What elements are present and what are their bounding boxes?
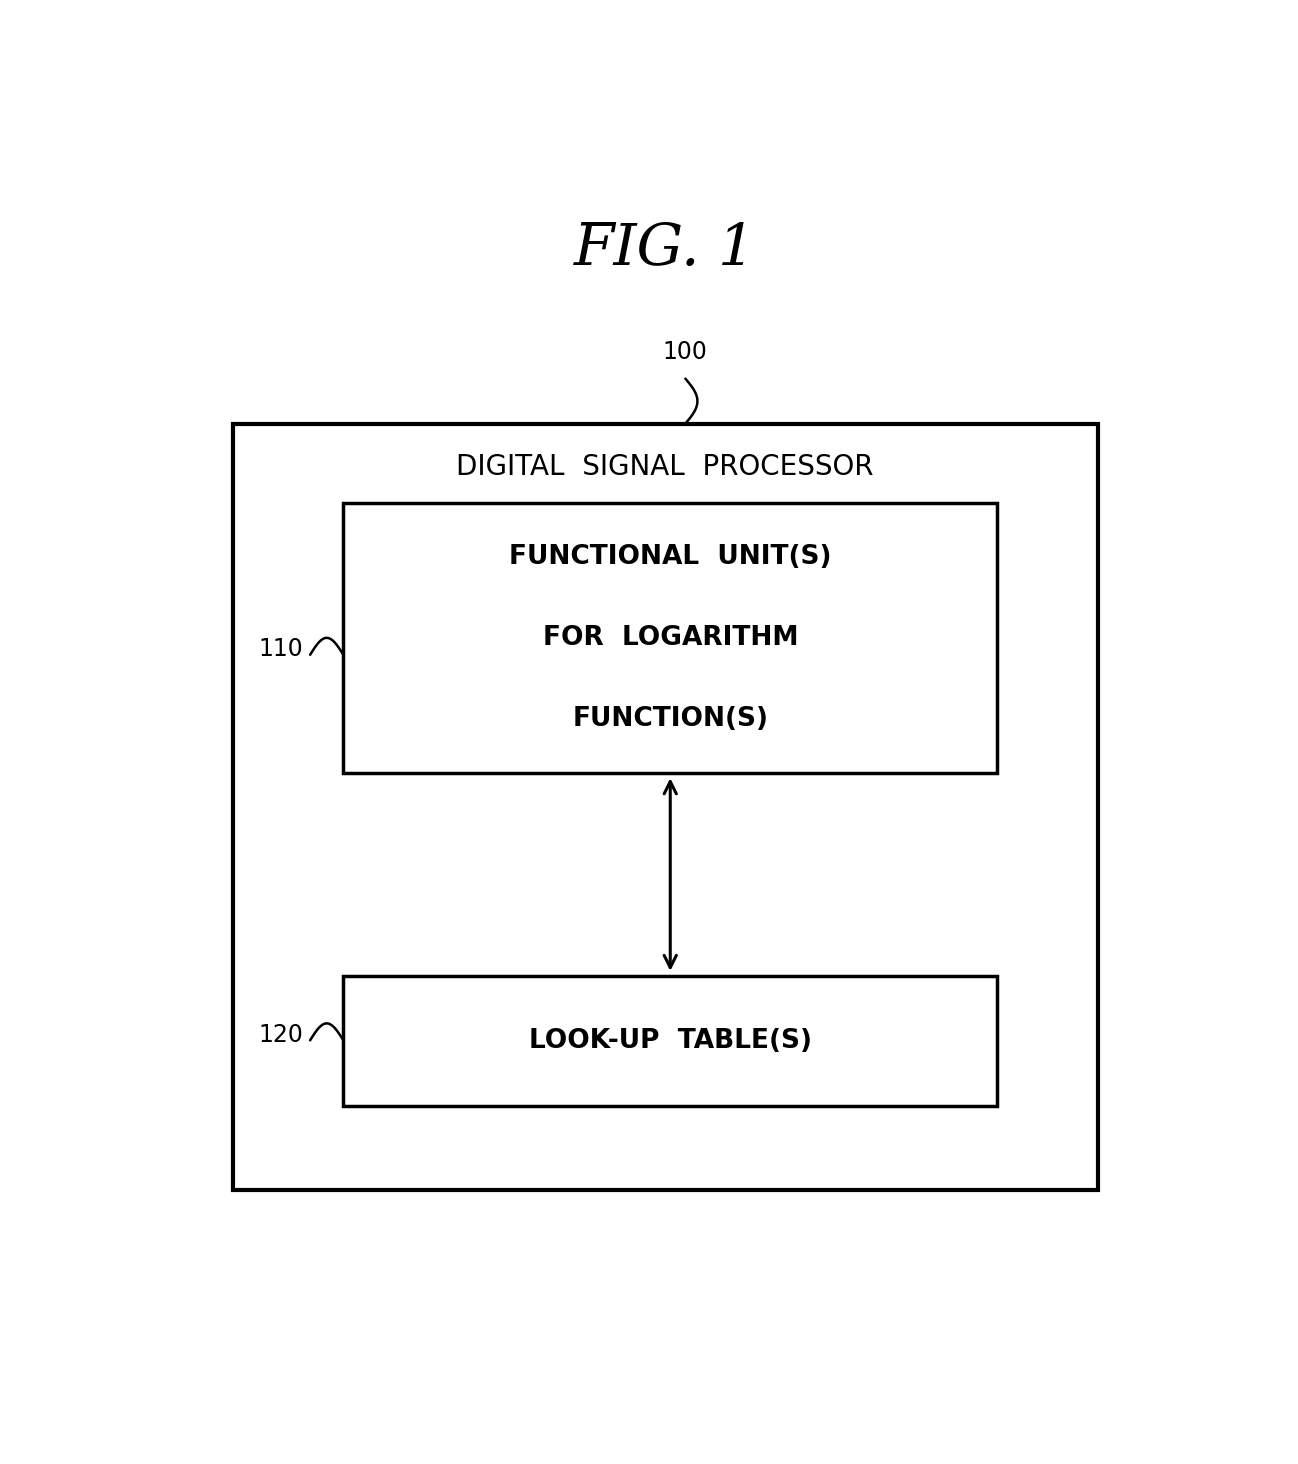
Text: FIG. 1: FIG. 1 [574,221,757,277]
Text: LOOK-UP  TABLE(S): LOOK-UP TABLE(S) [528,1028,811,1054]
Text: FOR  LOGARITHM: FOR LOGARITHM [543,625,798,651]
Text: 110: 110 [258,637,302,662]
Text: FUNCTIONAL  UNIT(S): FUNCTIONAL UNIT(S) [509,543,832,569]
Bar [232,423,1098,1190]
Text: 100: 100 [663,340,707,365]
Bar [343,976,997,1105]
Text: 120: 120 [258,1023,302,1047]
Text: FUNCTION(S): FUNCTION(S) [572,706,768,732]
Bar [343,502,997,773]
Text: DIGITAL  SIGNAL  PROCESSOR: DIGITAL SIGNAL PROCESSOR [457,452,874,480]
